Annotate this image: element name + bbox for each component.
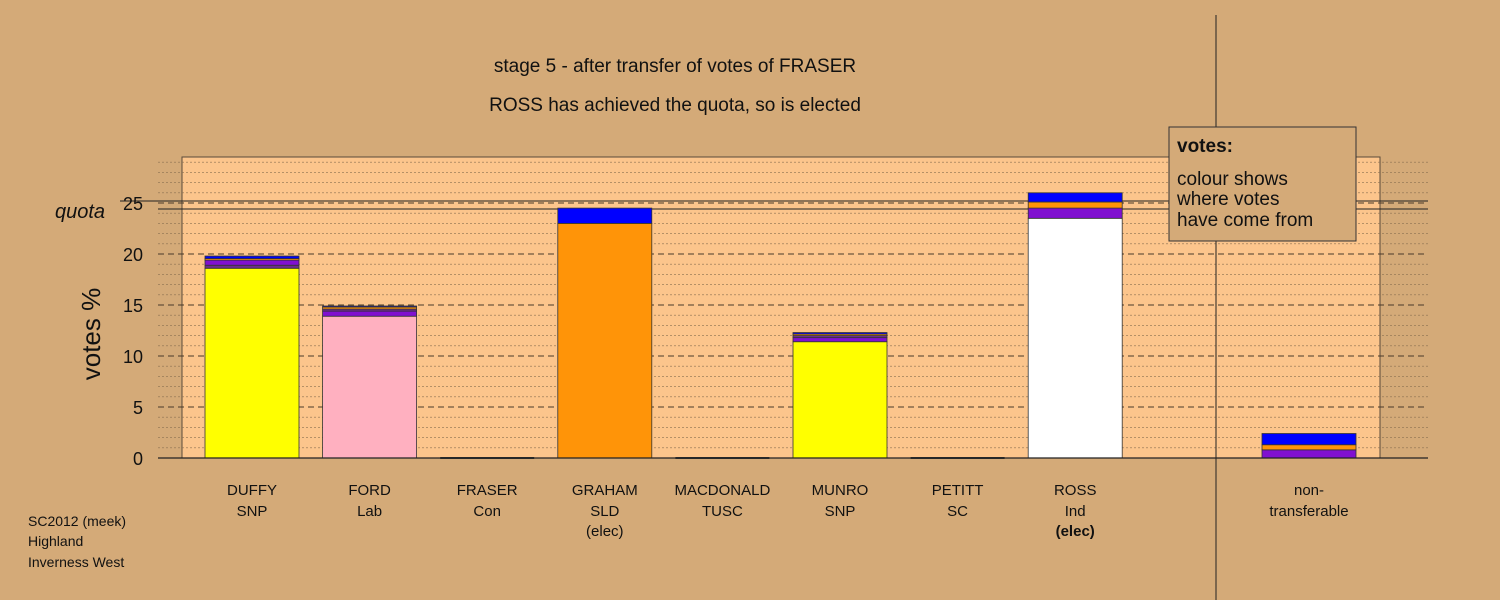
candidate-note: (elec): [586, 523, 624, 540]
y-tick-label: 20: [123, 245, 143, 265]
bar-munro: [792, 332, 888, 459]
bar-segment-con: [557, 207, 653, 224]
bar-segment-con: [1027, 192, 1123, 203]
bar-segment-snp: [204, 267, 300, 459]
bar-ross: [1027, 192, 1123, 459]
bar-segment-con: [792, 332, 888, 335]
category-labels: DUFFY SNP FORD Lab FRASER Con GRAHAM SLD (elec) M…: [227, 482, 1349, 540]
bar-segment-sc: [204, 264, 300, 269]
bar-segment-con: [204, 255, 300, 259]
y-tick-label: 5: [133, 398, 143, 418]
bar-nontransferable: [1261, 433, 1357, 459]
candidate-party: Lab: [357, 503, 382, 520]
legend-box: [1168, 126, 1357, 242]
bar-segment-sld: [1261, 444, 1357, 451]
legend-line: where votes: [1176, 189, 1279, 210]
bar-segment-tusc: [322, 310, 418, 317]
bar-ford: [322, 305, 418, 459]
candidate-name: GRAHAM: [572, 482, 638, 499]
legend-heading: votes:: [1177, 136, 1233, 157]
bar-segment-con: [1261, 433, 1357, 446]
candidate-name: DUFFY: [227, 482, 277, 499]
candidate-note: (elec): [1056, 523, 1095, 540]
y-tick-label: 10: [123, 347, 143, 367]
candidate-name: PETITT: [932, 482, 984, 499]
bar-segment-snp: [792, 341, 888, 459]
bar-segment-lab: [322, 315, 418, 459]
nontransferable-label: non-: [1294, 482, 1324, 499]
y-tick-label: 15: [123, 296, 143, 316]
candidate-party: SC: [947, 503, 968, 520]
footnote-line: SC2012 (meek): [28, 513, 126, 529]
footnote-line: Inverness West: [28, 554, 124, 570]
bar-segment-sld: [1027, 201, 1123, 209]
quota-label: quota: [55, 201, 105, 223]
candidate-name: MUNRO: [812, 482, 869, 499]
chart-subtitle: ROSS has achieved the quota, so is elect…: [489, 95, 861, 116]
candidate-party: SNP: [825, 503, 856, 520]
bars: [204, 192, 1357, 459]
candidate-name: MACDONALD: [674, 482, 770, 499]
legend-line: have come from: [1177, 210, 1313, 231]
candidate-name: FORD: [348, 482, 391, 499]
bar-segment-tusc: [1027, 207, 1123, 219]
candidate-party: Ind: [1065, 503, 1086, 520]
candidate-name: ROSS: [1054, 482, 1097, 499]
legend: votes: colour shows where votes have com…: [1168, 126, 1357, 242]
bar-segment-con: [322, 305, 418, 308]
bar-segment-tusc: [1261, 449, 1357, 459]
chart-title: stage 5 - after transfer of votes of FRA…: [494, 56, 856, 77]
y-axis-label: votes %: [76, 288, 106, 381]
bar-segment-tusc: [792, 337, 888, 343]
candidate-party: SNP: [237, 503, 268, 520]
y-tick-label: 25: [123, 194, 143, 214]
bar-segment-sld: [557, 222, 653, 459]
legend-line: colour shows: [1177, 169, 1288, 190]
bar-segment-tusc: [204, 259, 300, 266]
candidate-party: Con: [473, 503, 501, 520]
footnote-line: Highland: [28, 533, 83, 549]
bar-segment-ind: [1027, 217, 1123, 459]
y-tick-label: 0: [133, 449, 143, 469]
candidate-name: FRASER: [457, 482, 518, 499]
bar-graham: [557, 207, 653, 459]
footnote: SC2012 (meek) Highland Inverness West: [28, 513, 126, 570]
nontransferable-label: transferable: [1269, 503, 1348, 520]
bar-duffy: [204, 255, 300, 459]
candidate-party: TUSC: [702, 503, 743, 520]
candidate-party: SLD: [590, 503, 619, 520]
